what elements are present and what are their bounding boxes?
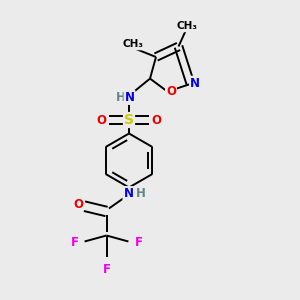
Text: O: O: [96, 113, 106, 127]
Text: N: N: [124, 91, 135, 104]
Text: CH₃: CH₃: [176, 21, 197, 32]
Text: F: F: [70, 236, 79, 250]
Text: CH₃: CH₃: [122, 39, 143, 50]
Text: N: N: [190, 76, 200, 90]
Text: F: F: [103, 263, 110, 276]
Text: O: O: [73, 198, 83, 211]
Text: F: F: [134, 236, 142, 250]
Text: O: O: [166, 85, 176, 98]
Text: H: H: [116, 91, 126, 104]
Text: H: H: [136, 187, 146, 200]
Text: N: N: [123, 187, 134, 200]
Text: S: S: [124, 113, 134, 127]
Text: O: O: [152, 113, 162, 127]
